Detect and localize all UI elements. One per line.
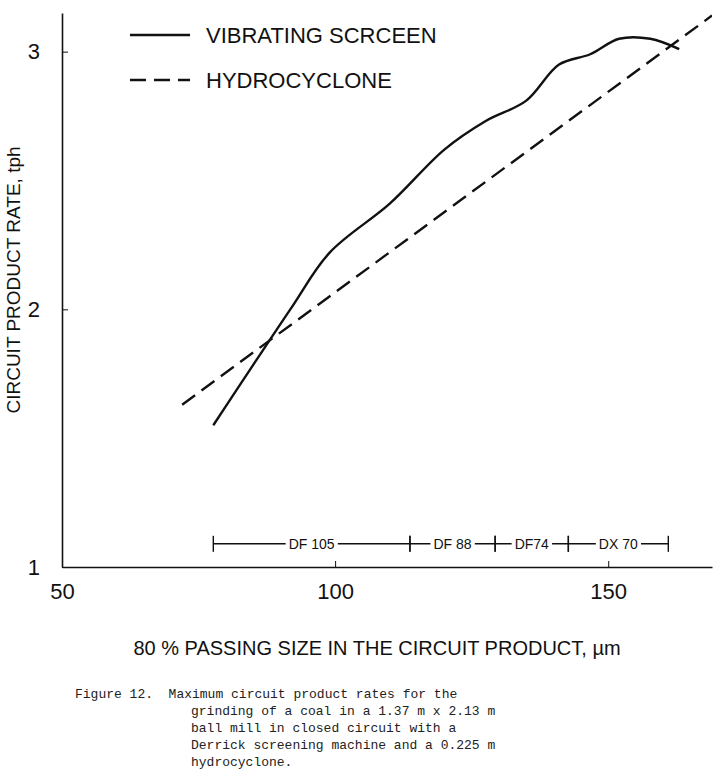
legend: VIBRATING SCRCEEN HYDROCYCLONE: [130, 23, 437, 93]
range-end: [409, 536, 410, 552]
caption-line: ball mill in closed circuit with a: [191, 721, 456, 736]
y-tick-mark: [62, 309, 68, 310]
x-axis: 50 100 150: [50, 561, 712, 604]
x-tick: 100: [317, 561, 354, 604]
series-line: [213, 37, 679, 425]
x-axis-title: 80 % PASSING SIZE IN THE CIRCUIT PRODUCT…: [133, 637, 620, 659]
range-label: DF 88: [433, 536, 471, 552]
range-label-bg: [430, 536, 474, 552]
x-tick: 150: [590, 561, 627, 604]
caption-line: hydrocyclone.: [191, 755, 292, 770]
legend-swatch: [130, 79, 190, 81]
caption-line: Derrick screening machine and a 0.225 m: [191, 738, 495, 753]
range-end: [494, 536, 495, 552]
y-axis-title: CIRCUIT PRODUCT RATE, tph: [3, 146, 24, 413]
y-tick: 2: [28, 297, 68, 322]
caption-line: grinding of a coal in a 1.37 m x 2.13 m: [191, 704, 495, 719]
range-label: DF 105: [289, 536, 335, 552]
legend-label: VIBRATING SCRCEEN: [206, 23, 437, 48]
y-tick-label: 3: [28, 39, 40, 64]
caption-line: Figure 12. Maximum circuit product rates…: [75, 687, 457, 702]
range-end: [494, 536, 495, 552]
range-label-bg: [596, 536, 641, 552]
x-tick-mark: [608, 561, 609, 567]
x-tick-label: 150: [590, 579, 627, 604]
caption: Figure 12. Maximum circuit product rates…: [75, 687, 495, 770]
y-tick: 1: [28, 555, 68, 580]
range-end: [409, 536, 410, 552]
chart: 50 100 150 1 2 3 DF 105 DF 88 DF74 DX 70 VIBRATING…: [0, 0, 727, 776]
x-tick: 50: [50, 561, 74, 604]
annotations: DF 105 DF 88 DF74 DX 70: [213, 536, 668, 552]
y-tick-mark: [62, 567, 68, 568]
y-tick-mark: [62, 52, 68, 53]
range-label-bg: [512, 536, 552, 552]
range-end: [568, 536, 569, 552]
x-axis-line: [63, 567, 713, 569]
range-label: DX 70: [599, 536, 638, 552]
lines: [182, 16, 712, 426]
legend-swatch: [130, 34, 190, 36]
range-label: DF74: [515, 536, 549, 552]
range-label-bg: [286, 536, 338, 552]
y-tick-label: 1: [28, 555, 40, 580]
plot-area: 50 100 150 1 2 3 DF 105 DF 88 DF74 DX 70 VIBRATING…: [28, 14, 713, 604]
y-tick: 3: [28, 39, 68, 64]
range-end: [568, 536, 569, 552]
range-end: [668, 536, 669, 552]
x-tick-label: 100: [317, 579, 354, 604]
x-tick-mark: [335, 561, 336, 567]
y-axis-line: [62, 14, 64, 568]
legend-label: HYDROCYCLONE: [206, 68, 392, 93]
series-line: [182, 16, 712, 405]
range-end: [213, 536, 214, 552]
x-tick-label: 50: [50, 579, 74, 604]
y-tick-label: 2: [28, 297, 40, 322]
y-axis: 1 2 3: [28, 14, 68, 580]
